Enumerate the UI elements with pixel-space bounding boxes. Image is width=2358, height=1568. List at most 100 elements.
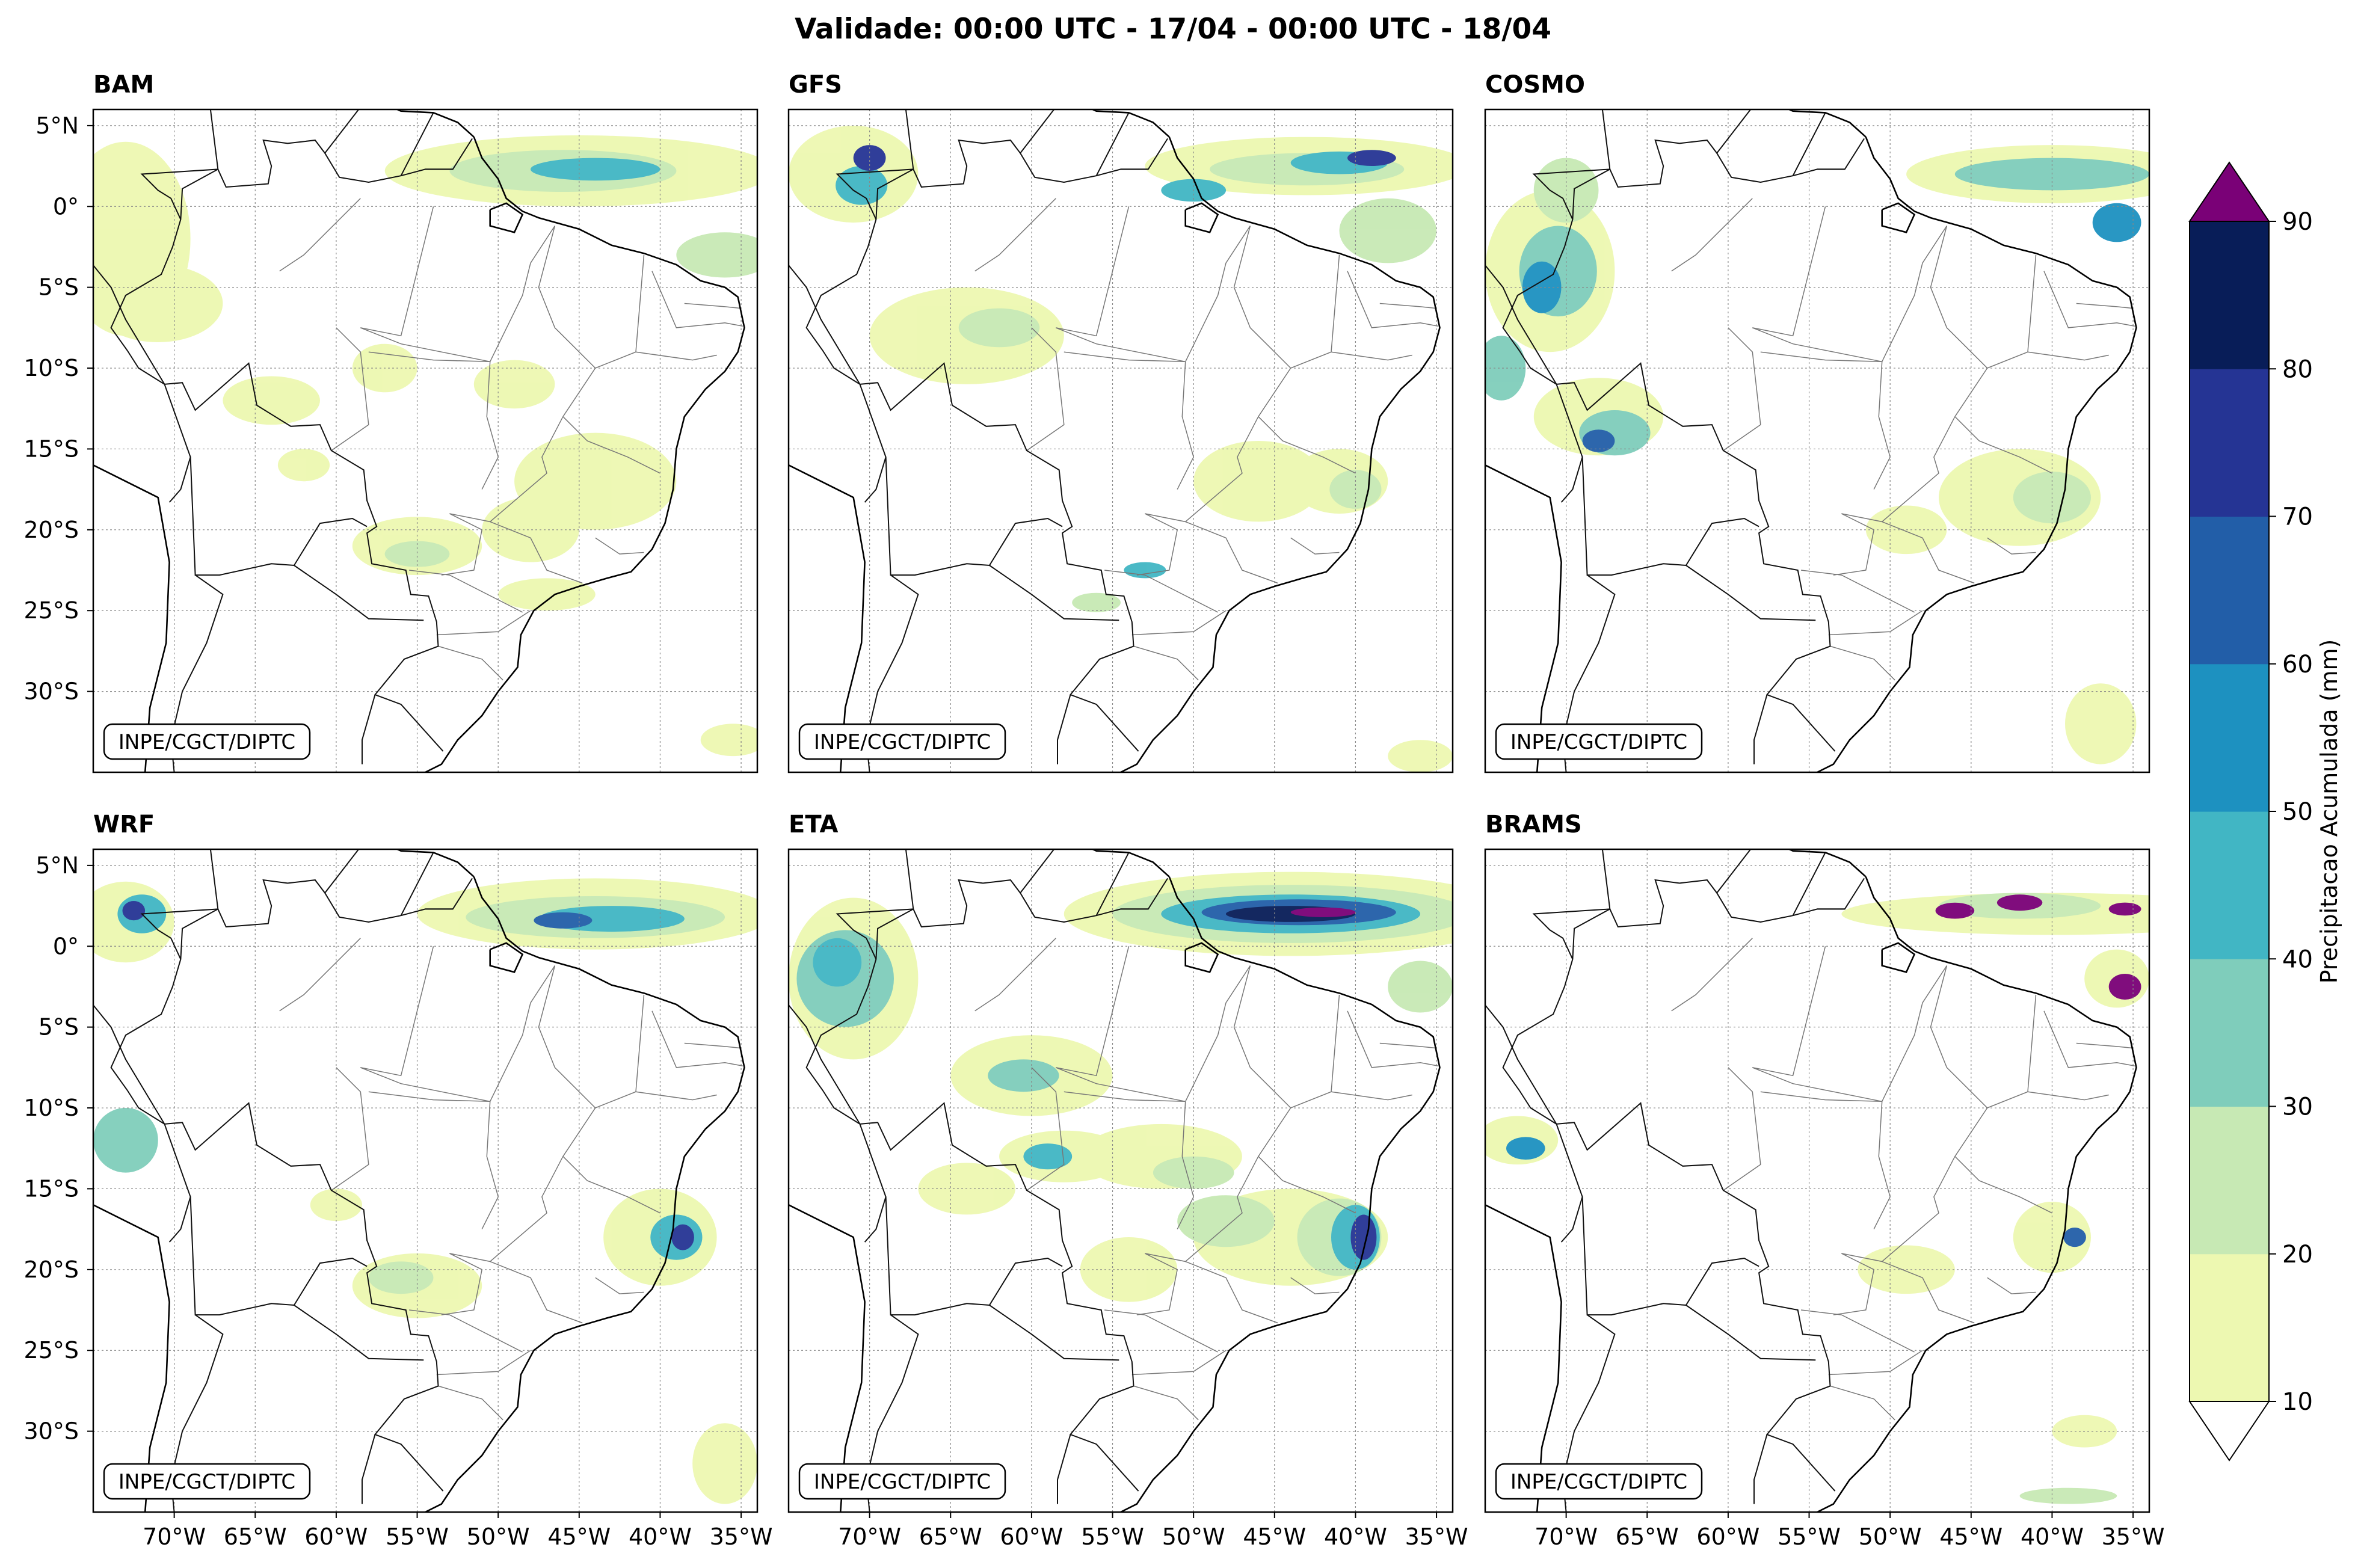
- state-border: [490, 965, 556, 1102]
- credit-box: INPE/CGCT/DIPTC: [1495, 1463, 1703, 1500]
- country-border: [1095, 112, 1130, 176]
- state-border: [360, 327, 490, 363]
- country-border: [110, 138, 473, 752]
- state-border: [1258, 254, 1340, 417]
- state-border: [1882, 226, 1948, 362]
- state-border: [1258, 416, 1356, 474]
- lat-tick-label: 25°S: [24, 597, 79, 624]
- marajo-island: [489, 942, 524, 973]
- precip-area: [2065, 683, 2137, 764]
- precip-area: [1485, 336, 1526, 401]
- precip-area: [1072, 592, 1121, 612]
- precip-area: [1177, 1195, 1275, 1247]
- lat-tick-label: 5°N: [35, 112, 79, 139]
- precip-area: [534, 912, 593, 929]
- country-border: [189, 1196, 368, 1316]
- precip-area: [1996, 894, 2043, 911]
- lat-ticks: 5°N 0° 5°S 10°S 15°S 20°S 25°S 30°S: [24, 852, 93, 1445]
- colorbar-box: [2190, 221, 2269, 369]
- map-panel-brams: BRAMS INPE/CGCT/DIPTC 70°W 65°W 60°W 55°W 50°W…: [1484, 811, 2165, 1550]
- state-border: [1056, 206, 1130, 337]
- colorbar-tick-label: 20: [2282, 1241, 2313, 1268]
- colorbar-tick-label: 40: [2282, 945, 2313, 973]
- state-border: [2027, 351, 2109, 361]
- country-border: [93, 1004, 191, 1243]
- precip-area: [2108, 974, 2141, 1000]
- precipitation-field: [93, 878, 757, 1504]
- state-border: [449, 1156, 564, 1262]
- precip-area: [836, 166, 888, 205]
- coastline: [395, 109, 475, 138]
- state-border: [1131, 1350, 1227, 1376]
- panel-title: WRF: [93, 811, 155, 838]
- colorbar-tick-label: 90: [2282, 208, 2313, 236]
- state-border: [1145, 1156, 1259, 1262]
- country-border: [1753, 1434, 1768, 1504]
- state-border: [1752, 1067, 1882, 1102]
- state-border: [651, 1010, 743, 1068]
- state-border: [1830, 645, 1895, 681]
- gridlines: [1485, 849, 2149, 1512]
- map-panel-gfs: GFS INPE/CGCT/DIPTC: [772, 71, 1454, 773]
- lon-ticks: 70°W 65°W 60°W 55°W 50°W 45°W 40°W 35°W: [1535, 1512, 2165, 1550]
- precip-area: [676, 232, 757, 278]
- state-border: [2076, 303, 2134, 309]
- lon-tick-label: 40°W: [629, 1523, 692, 1550]
- country-border: [93, 922, 94, 925]
- state-border: [1056, 1067, 1186, 1102]
- state-border: [1104, 570, 1218, 613]
- country-border: [400, 112, 434, 176]
- lat-tick-label: 20°S: [24, 1256, 79, 1283]
- lon-ticks: 70°W 65°W 60°W 55°W 50°W 45°W 40°W 35°W: [143, 1512, 773, 1550]
- precip-area: [1347, 150, 1396, 166]
- credit-text: INPE/CGCT/DIPTC: [1510, 730, 1687, 754]
- state-border: [1954, 416, 2052, 474]
- lon-tick-label: 45°W: [547, 1523, 611, 1550]
- country-border: [140, 849, 219, 960]
- credit-box: INPE/CGCT/DIPTC: [798, 1463, 1006, 1500]
- marajo-island: [1881, 202, 1916, 233]
- state-border: [1841, 1156, 1956, 1262]
- credit-frame: [798, 723, 1006, 760]
- precip-area: [498, 578, 596, 611]
- precip-area: [223, 376, 320, 425]
- state-border: [1026, 1067, 1065, 1191]
- colorbar-ticks: 10 20 30 40 50 60 70 80 90: [2269, 208, 2313, 1416]
- state-border: [562, 1156, 660, 1214]
- state-border: [1331, 351, 1412, 361]
- state-border: [1801, 570, 1915, 613]
- country-border: [772, 182, 789, 245]
- state-border: [1064, 351, 1186, 363]
- country-border: [1532, 109, 1611, 220]
- state-border: [1723, 1067, 1761, 1191]
- state-border: [1347, 1010, 1438, 1068]
- state-border: [1671, 198, 1753, 272]
- state-border: [438, 1385, 503, 1421]
- map-area: [93, 849, 757, 1512]
- lat-tick-label: 25°S: [24, 1337, 79, 1364]
- state-border: [1026, 327, 1065, 451]
- marajo-island: [1881, 942, 1916, 973]
- state-border: [1290, 537, 1340, 555]
- lat-tick-label: 10°S: [24, 1095, 79, 1121]
- map-area: [93, 109, 757, 772]
- precip-area: [853, 145, 886, 171]
- country-border: [772, 922, 789, 985]
- precip-area: [2092, 203, 2141, 242]
- map-background: [93, 849, 757, 1512]
- country-border: [1532, 849, 1611, 960]
- country-border: [836, 849, 914, 960]
- precipitation-field: [93, 135, 757, 757]
- country-border: [1485, 182, 1486, 185]
- lat-tick-label: 5°S: [38, 1014, 79, 1041]
- state-border: [1954, 254, 2037, 417]
- coastline: [1485, 463, 1562, 772]
- marajo-island: [1184, 202, 1219, 233]
- state-borders: [279, 938, 743, 1421]
- state-border: [481, 1101, 499, 1229]
- lon-tick-label: 35°W: [2102, 1523, 2165, 1550]
- state-border: [1930, 965, 1988, 1108]
- state-border: [635, 1091, 717, 1101]
- country-border: [1685, 1305, 1816, 1361]
- map-frame: [1484, 108, 2150, 773]
